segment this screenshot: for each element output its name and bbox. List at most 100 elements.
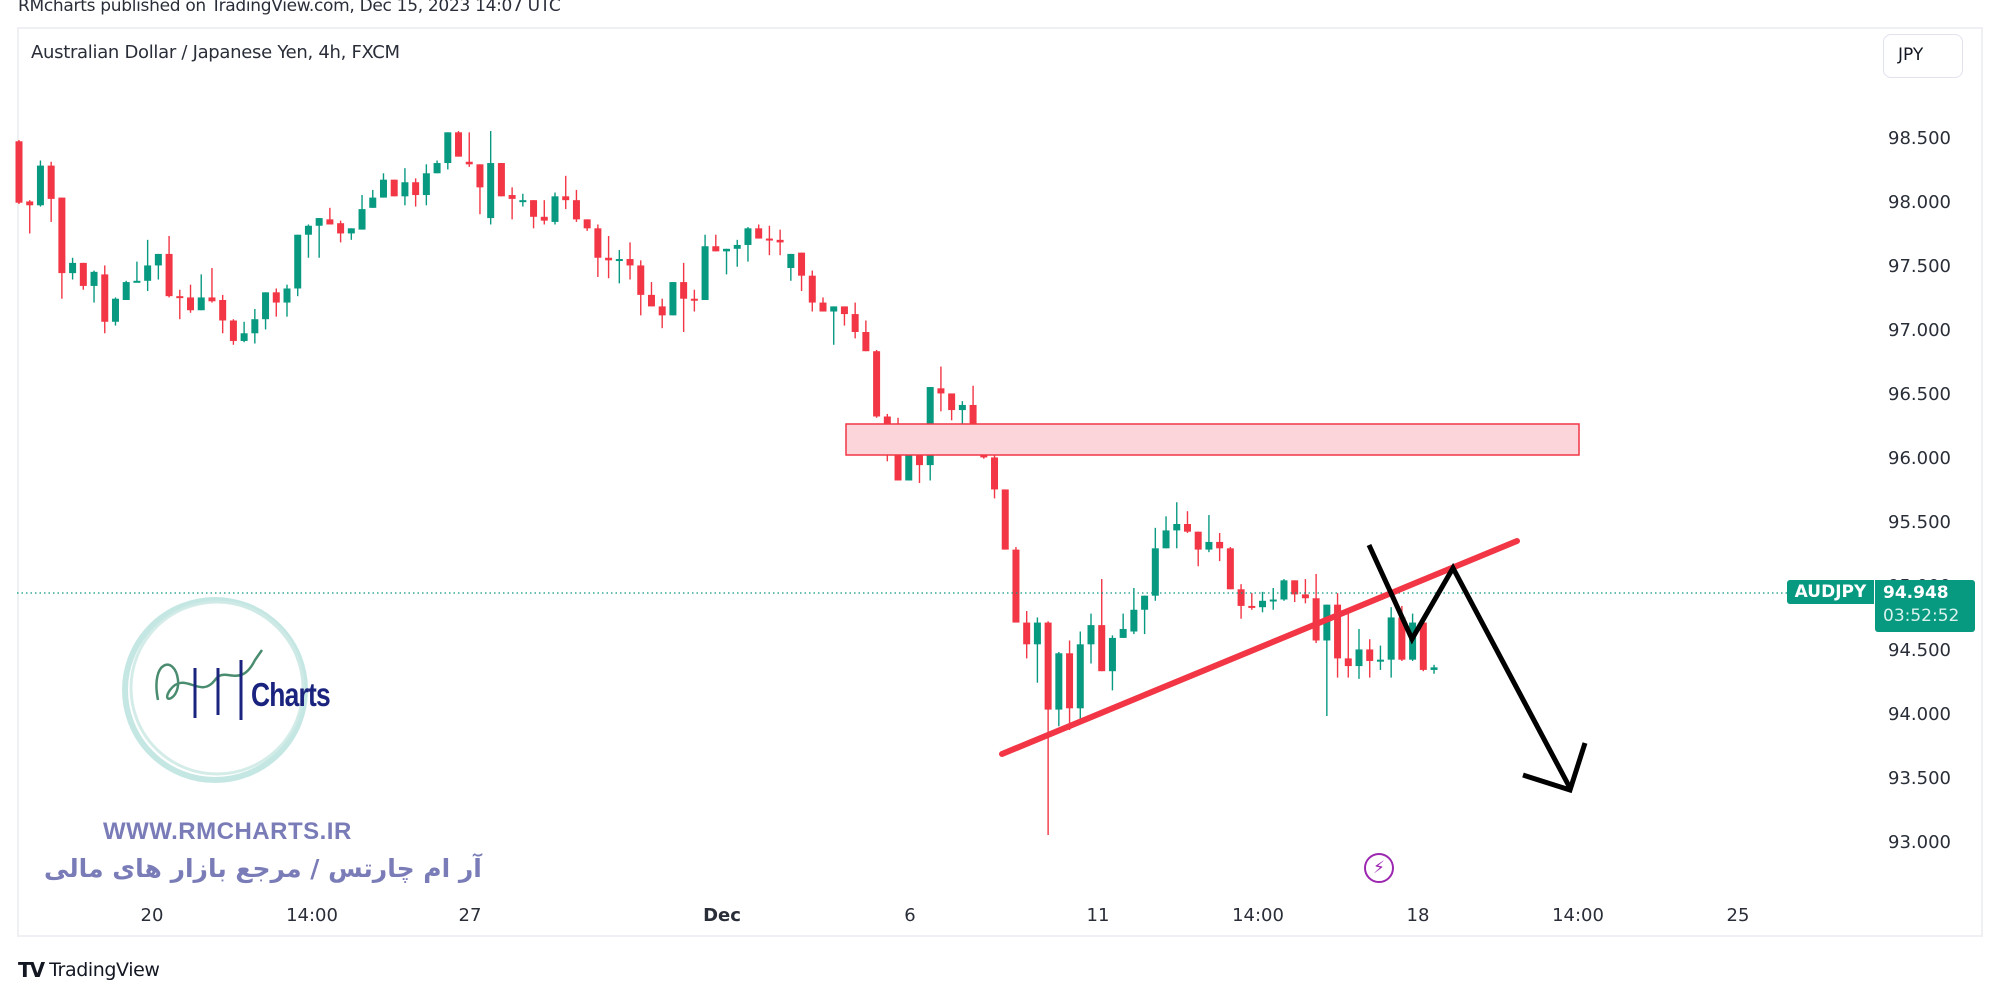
time-axis-label: 14:00 <box>1232 905 1284 926</box>
watermark-persian-slogan: آر ام چارتس / مرجع بازار های مالی <box>44 854 482 883</box>
price-axis-label: 96.500 <box>1888 384 1951 405</box>
candle <box>476 164 484 188</box>
candle <box>111 298 119 322</box>
candle <box>1055 653 1063 710</box>
candle <box>283 288 291 303</box>
candle <box>133 280 141 283</box>
time-axis-label: 14:00 <box>1552 905 1604 926</box>
projection-path[interactable] <box>1366 543 1573 790</box>
candle <box>948 393 956 411</box>
candle <box>798 252 806 276</box>
candle <box>851 314 859 332</box>
candle <box>1141 595 1149 610</box>
candle <box>551 196 559 222</box>
published-caption: RMcharts published on TradingView.com, D… <box>18 0 561 16</box>
candle <box>1259 600 1267 608</box>
candle <box>401 182 409 197</box>
candle <box>1194 531 1202 550</box>
time-axis-label: 14:00 <box>286 905 338 926</box>
candle <box>251 319 259 334</box>
candle <box>47 165 55 199</box>
candle <box>229 320 237 341</box>
candle <box>219 300 227 321</box>
candle <box>787 253 795 268</box>
tradingview-footer[interactable]: TV TradingView <box>18 958 160 982</box>
candle <box>712 246 720 252</box>
candle <box>1216 541 1224 549</box>
support-trendline[interactable] <box>999 538 1520 757</box>
candle <box>830 306 838 312</box>
candle <box>1237 589 1245 606</box>
time-axis-label: 6 <box>904 905 916 926</box>
lightning-icon[interactable]: ⚡ <box>1364 853 1394 883</box>
candle <box>58 197 66 274</box>
tradingview-brand: TradingView <box>49 959 160 981</box>
last-price-value: 94.948 <box>1883 583 1949 603</box>
candle <box>1130 609 1138 632</box>
candle <box>294 234 302 289</box>
price-axis-label: 93.000 <box>1888 832 1951 853</box>
candle <box>1044 622 1052 710</box>
candle <box>1419 622 1427 670</box>
arrow-head-icon <box>1522 742 1588 794</box>
chart-panel[interactable] <box>17 27 1983 937</box>
candle <box>272 292 280 303</box>
candle <box>358 209 366 230</box>
candle <box>79 262 87 286</box>
candle <box>1098 625 1106 672</box>
candle <box>1012 549 1020 623</box>
candle <box>1398 617 1406 660</box>
candle <box>744 228 752 245</box>
candle <box>1023 622 1031 645</box>
candle <box>1087 625 1095 645</box>
candle <box>1430 667 1438 670</box>
candle <box>262 292 270 320</box>
candle <box>90 271 98 286</box>
candle <box>101 274 109 322</box>
resistance-zone[interactable] <box>845 423 1580 456</box>
candle <box>755 228 763 239</box>
candle <box>1108 637 1116 672</box>
candle <box>937 388 945 394</box>
candle <box>315 218 323 226</box>
candle <box>1301 594 1309 599</box>
rm-logo-icon <box>122 597 308 783</box>
candle <box>915 454 923 466</box>
candle <box>1162 530 1170 549</box>
candle <box>594 228 602 258</box>
candle <box>497 163 505 197</box>
price-axis-label: 97.000 <box>1888 320 1951 341</box>
candle <box>733 244 741 249</box>
candle <box>819 302 827 312</box>
price-axis-label: 94.500 <box>1888 640 1951 661</box>
candle <box>583 219 591 229</box>
candle <box>208 297 216 302</box>
candle <box>562 196 570 201</box>
candle <box>326 219 334 225</box>
candle <box>1334 604 1342 659</box>
candle <box>422 173 430 196</box>
candle <box>1066 653 1074 709</box>
candle <box>1269 599 1277 602</box>
candle <box>690 298 698 301</box>
candle <box>1076 644 1084 709</box>
candle <box>1387 617 1395 660</box>
candle <box>658 306 666 316</box>
candle <box>1226 548 1234 590</box>
candle <box>154 253 162 266</box>
candle <box>1291 580 1299 595</box>
candle <box>605 257 613 261</box>
candle <box>1033 622 1041 645</box>
candle <box>144 265 152 281</box>
candle <box>1312 598 1320 641</box>
price-axis-label: 95.500 <box>1888 512 1951 533</box>
currency-button[interactable]: JPY <box>1883 34 1963 78</box>
candle <box>26 201 34 206</box>
candle <box>1001 489 1009 550</box>
candle <box>1355 649 1363 667</box>
candle <box>615 259 623 262</box>
candle <box>337 223 345 234</box>
bar-countdown: 03:52:52 <box>1883 606 1960 626</box>
watermark-url: WWW.RMCHARTS.IR <box>103 818 352 845</box>
